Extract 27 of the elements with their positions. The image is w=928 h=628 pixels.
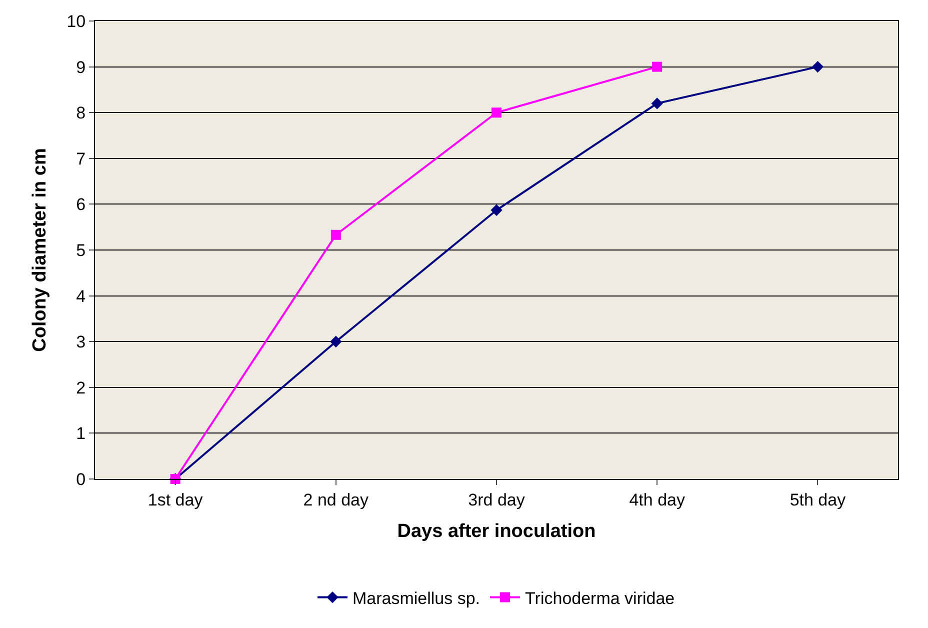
y-tick-label: 9 (76, 58, 86, 77)
point (652, 62, 662, 72)
y-tick-label: 4 (76, 286, 86, 306)
point (330, 230, 341, 240)
y-tick-label: 5 (76, 240, 86, 260)
x-tick-label: 5th day (790, 490, 846, 510)
legend-label: Marasmiellus sp. (352, 588, 480, 608)
y-tick-label: 1 (76, 424, 86, 444)
y-tick-label: 0 (76, 470, 86, 489)
point (490, 204, 502, 216)
x-axis-title: Days after inoculation (397, 521, 596, 542)
y-tick-label: 8 (76, 104, 86, 123)
y-tick-label: 6 (76, 195, 86, 214)
y-tick-label: 7 (76, 149, 86, 168)
x-tick-label: 1st day (148, 490, 204, 510)
y-axis-title: Colony diameter in cm (30, 148, 51, 352)
point (651, 98, 663, 110)
point (492, 108, 502, 118)
legend-label: Trichoderma viridae (525, 588, 675, 608)
x-tick-label: 2 nd day (303, 490, 369, 510)
point (330, 336, 342, 348)
x-tick-label: 3rd day (468, 490, 526, 510)
y-tick-label: 10 (66, 12, 86, 31)
x-tick-label: 4th day (629, 490, 686, 510)
point (812, 60, 824, 73)
y-tick-label: 2 (76, 378, 86, 398)
y-tick-label: 3 (76, 332, 86, 352)
